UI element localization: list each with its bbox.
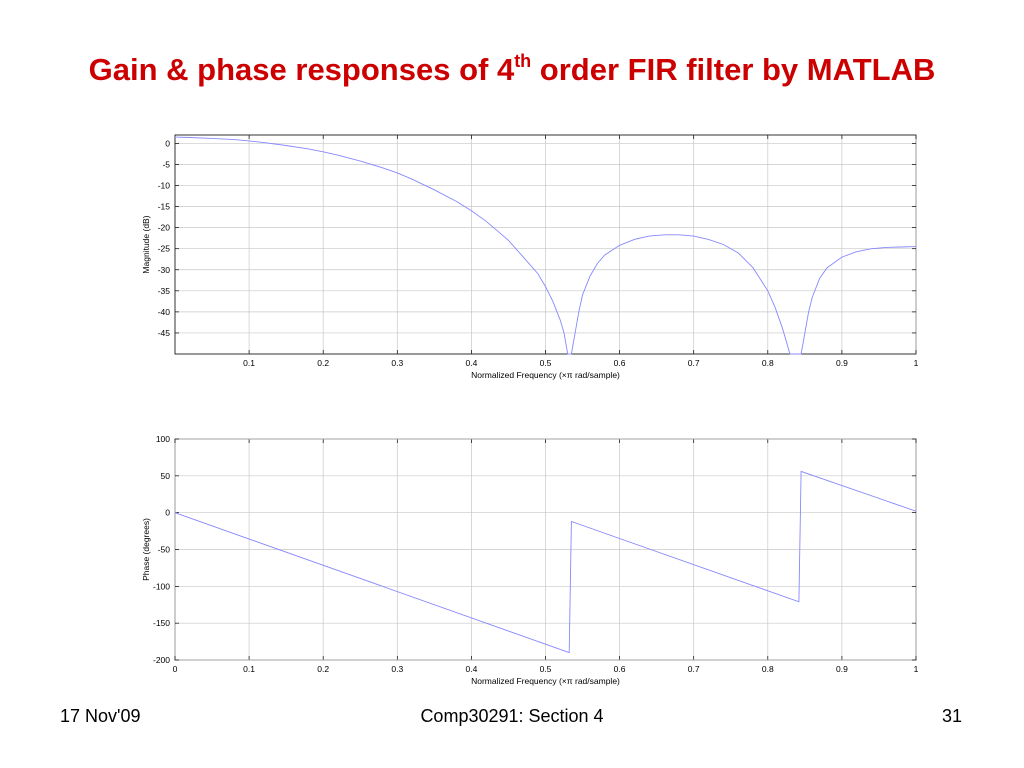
magnitude-ytick-label: -25: [158, 244, 171, 254]
magnitude-ytick-label: -15: [158, 202, 171, 212]
phase-ytick-label: -50: [158, 545, 171, 555]
magnitude-ytick-label: -20: [158, 223, 171, 233]
title-superscript: th: [514, 50, 532, 71]
phase-xtick-label: 0.1: [243, 664, 255, 674]
magnitude-xtick-label: 0.3: [391, 358, 403, 368]
title-text: Gain & phase responses of 4: [88, 52, 515, 87]
magnitude-plot: 0.1 0.2 0.3 0.4 0.5 0.6 0.7 0.8 0.9 1 0 -5 -10 -15 -20…: [141, 134, 919, 380]
phase-ytick-label: 50: [161, 471, 171, 481]
magnitude-xtick-label: 0.5: [540, 358, 552, 368]
magnitude-xtick-label: 0.9: [836, 358, 848, 368]
magnitude-xtick-label: 0.6: [614, 358, 626, 368]
magnitude-ylabel: Magnitude (dB): [141, 215, 151, 273]
phase-xtick-label: 0.6: [614, 664, 626, 674]
footer-date: 17 Nov'09: [60, 706, 141, 726]
phase-xtick-label: 0.7: [688, 664, 700, 674]
phase-ytick-label: 100: [156, 434, 170, 444]
magnitude-xtick-label: 0.1: [243, 358, 255, 368]
magnitude-ytick-label: -35: [158, 286, 171, 296]
phase-ytick-label: -150: [153, 618, 170, 628]
magnitude-series-line: [174, 136, 917, 355]
phase-series-line: [174, 470, 917, 654]
magnitude-xtick-label: 0.8: [762, 358, 774, 368]
magnitude-ytick-label: -30: [158, 265, 171, 275]
phase-ytick-label: -200: [153, 655, 170, 665]
phase-xtick-label: 0.3: [391, 664, 403, 674]
phase-plot: 0 0.1 0.2 0.3 0.4 0.5 0.6 0.7 0.8 0.9 1 100 50 0 -50 -1…: [141, 434, 919, 686]
phase-xtick-label: 0.5: [540, 664, 552, 674]
footer-page-number: 31: [941, 706, 962, 726]
phase-xtick-label: 0.9: [836, 664, 848, 674]
phase-xtick-label: 0.2: [317, 664, 329, 674]
magnitude-ytick-label: -45: [158, 328, 171, 338]
title-text-end: order FIR filter by MATLAB: [531, 52, 936, 87]
phase-xtick-label: 0: [173, 664, 178, 674]
footer-course: Comp30291: Section 4: [420, 706, 604, 726]
magnitude-xtick-label: 0.7: [688, 358, 700, 368]
phase-xtick-label: 0.4: [465, 664, 477, 674]
magnitude-xtick-label: 1: [914, 358, 919, 368]
slide-title: Gain & phase responses of 4th order FIR …: [0, 50, 1024, 88]
magnitude-ytick-label: 0: [165, 138, 170, 148]
phase-xlabel: Normalized Frequency (×π rad/sample): [471, 676, 620, 686]
magnitude-ytick-label: -5: [162, 159, 170, 169]
phase-xtick-label: 1: [914, 664, 919, 674]
phase-ytick-label: -100: [153, 581, 170, 591]
magnitude-ytick-label: -10: [158, 181, 171, 191]
magnitude-xlabel: Normalized Frequency (×π rad/sample): [471, 370, 620, 380]
phase-ytick-label: 0: [165, 508, 170, 518]
magnitude-xtick-label: 0.2: [317, 358, 329, 368]
phase-ylabel: Phase (degrees): [141, 518, 151, 581]
magnitude-ytick-label: -40: [158, 307, 171, 317]
magnitude-xtick-label: 0.4: [465, 358, 477, 368]
phase-xtick-label: 0.8: [762, 664, 774, 674]
